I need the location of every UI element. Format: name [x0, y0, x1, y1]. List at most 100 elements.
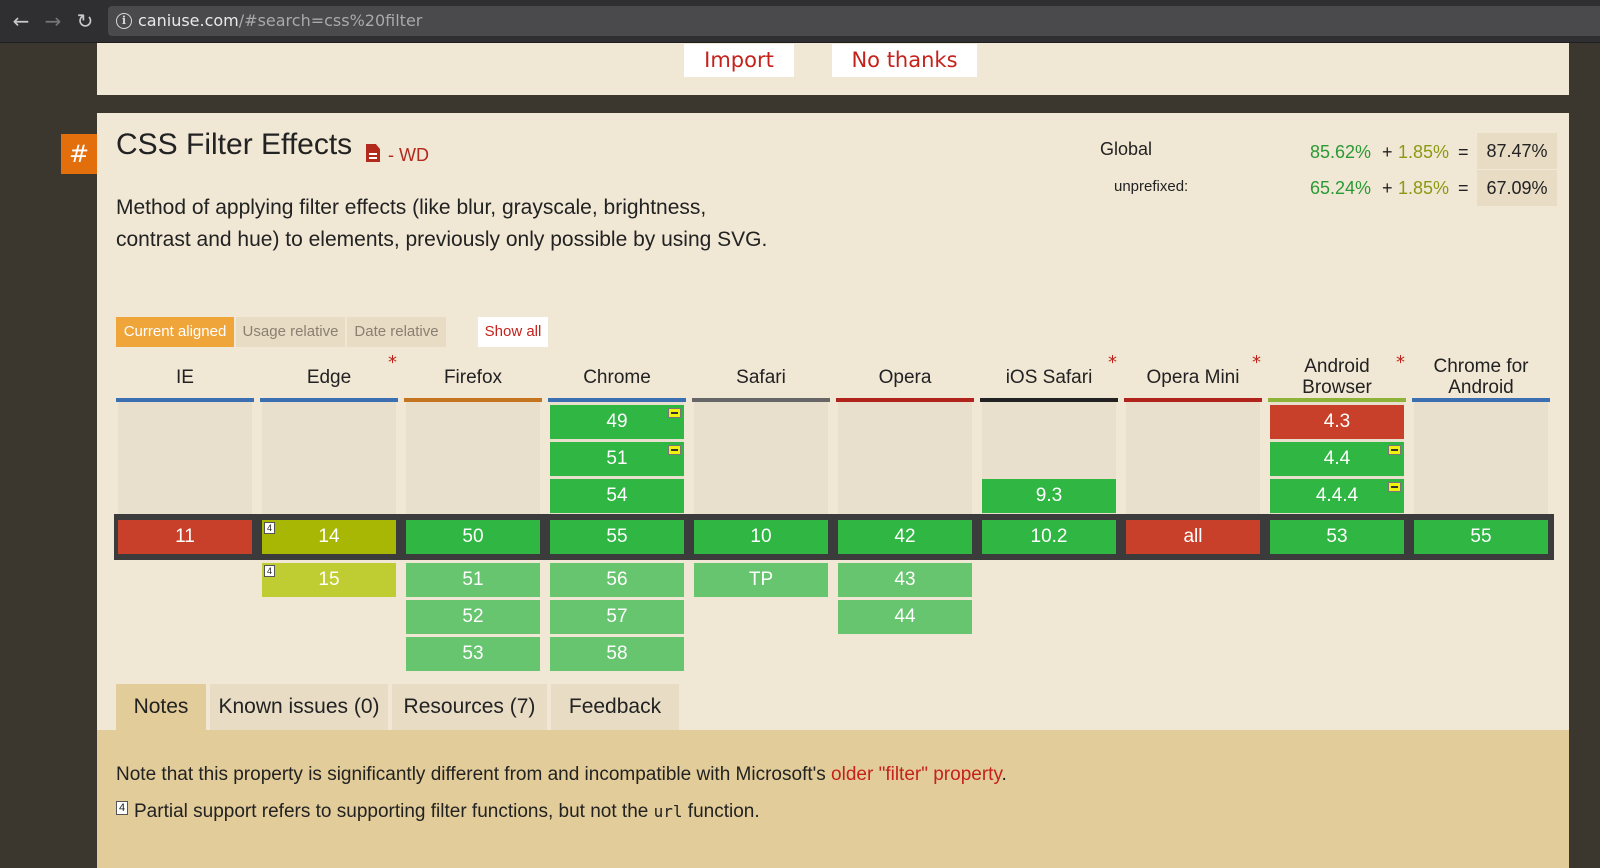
current-version-cell[interactable]: 55 [1414, 520, 1548, 554]
tab-feedback[interactable]: Feedback [551, 684, 679, 730]
current-version-cell[interactable]: 11 [118, 520, 252, 554]
current-version-cell[interactable]: 10 [694, 520, 828, 554]
browser-header-ios-safari[interactable]: iOS Safari [1005, 366, 1093, 388]
browser-header-chrome-android[interactable]: Chrome for Android [1433, 356, 1529, 398]
column-underline [692, 398, 830, 402]
import-button[interactable]: Import [684, 44, 794, 77]
past-versions-area [118, 402, 252, 514]
note-text-part: . [1001, 764, 1007, 785]
column-underline [1124, 398, 1262, 402]
current-version-cell[interactable]: 10.2 [982, 520, 1116, 554]
browser-header-opera-mini[interactable]: Opera Mini [1146, 366, 1240, 388]
version-label: 49 [606, 411, 628, 432]
partial-support-note: 4 Partial support refers to supporting fi… [116, 801, 760, 823]
note-marker: 4 [264, 522, 275, 534]
info-icon[interactable]: i [116, 13, 132, 29]
current-version-cell[interactable]: 14 4 [262, 520, 396, 554]
global-full-support: 85.62% [1310, 142, 1372, 162]
version-cell[interactable]: 4.4 [1270, 442, 1404, 476]
version-label: 4.4.4 [1315, 485, 1359, 506]
url-host: caniuse.com [138, 11, 239, 30]
no-thanks-button[interactable]: No thanks [832, 44, 977, 77]
version-label: 14 [318, 526, 340, 547]
browser-header-chrome[interactable]: Chrome [583, 366, 651, 388]
version-cell[interactable]: 49 [550, 405, 684, 439]
browser-toolbar: ← → ↻ i caniuse.com/#search=css%20filter [0, 0, 1600, 43]
back-arrow-icon[interactable]: ← [12, 9, 30, 33]
past-versions-area [1126, 402, 1260, 514]
unprefixed-total: 67.09% [1477, 170, 1557, 206]
future-version-cell[interactable]: 15 4 [262, 563, 396, 597]
feature-anchor-link[interactable]: # [61, 134, 97, 174]
browser-header-opera[interactable]: Opera [878, 366, 932, 388]
show-all-button[interactable]: Show all [478, 317, 548, 347]
older-filter-property-link[interactable]: older "filter" property [831, 764, 1002, 785]
global-label: Global [1100, 139, 1153, 159]
future-version-cell[interactable]: 56 [550, 563, 684, 597]
version-label: 51 [606, 448, 628, 469]
url-path: /#search=css%20filter [238, 11, 423, 30]
current-version-cell[interactable]: 42 [838, 520, 972, 554]
feature-description: Method of applying filter effects (like … [116, 196, 768, 251]
past-versions-area [1414, 402, 1548, 514]
reload-icon[interactable]: ↻ [76, 9, 94, 33]
spec-status[interactable]: - WD [388, 145, 429, 165]
column-underline [548, 398, 686, 402]
tab-known-issues[interactable]: Known issues (0) [210, 684, 388, 730]
url-text: caniuse.com/#search=css%20filter [138, 11, 422, 30]
future-version-cell[interactable]: 52 [406, 600, 540, 634]
future-version-cell[interactable]: 43 [838, 563, 972, 597]
future-version-cell[interactable]: 51 [406, 563, 540, 597]
prefix-flag-icon [668, 408, 681, 418]
column-underline [1412, 398, 1550, 402]
browser-header-firefox[interactable]: Firefox [443, 366, 503, 388]
import-banner: Import No thanks [97, 43, 1569, 95]
version-label: 4.4 [1323, 448, 1351, 469]
browser-header-android-browser[interactable]: Android Browser [1302, 356, 1372, 398]
equals-sign: = [1458, 178, 1469, 198]
version-cell[interactable]: 54 [550, 479, 684, 513]
browser-header-safari[interactable]: Safari [736, 366, 786, 388]
column-underline [116, 398, 254, 402]
column-underline [404, 398, 542, 402]
global-total: 87.47% [1477, 133, 1557, 169]
version-cell[interactable]: 9.3 [982, 479, 1116, 513]
unprefixed-label: unprefixed: [1114, 178, 1189, 195]
code-snippet: url [653, 802, 683, 821]
tab-notes[interactable]: Notes [116, 684, 206, 730]
note-marker: 4 [264, 565, 275, 577]
forward-arrow-icon[interactable]: → [44, 9, 62, 33]
browser-header-edge[interactable]: Edge [306, 366, 352, 388]
past-versions-area [406, 402, 540, 514]
prefix-flag-icon [668, 445, 681, 455]
current-version-cell[interactable]: all [1126, 520, 1260, 554]
unprefixed-full-support: 65.24% [1310, 178, 1372, 198]
browser-header-ie[interactable]: IE [176, 366, 194, 388]
edge-note-asterisk: * [388, 352, 397, 373]
current-version-cell[interactable]: 55 [550, 520, 684, 554]
opera-mini-note-asterisk: * [1252, 352, 1261, 373]
version-cell[interactable]: 4.4.4 [1270, 479, 1404, 513]
date-relative-toggle[interactable]: Date relative [347, 317, 446, 347]
note-text-part: function. [682, 801, 760, 822]
future-version-cell[interactable]: TP [694, 563, 828, 597]
past-versions-area [694, 402, 828, 514]
future-version-cell[interactable]: 57 [550, 600, 684, 634]
usage-relative-toggle[interactable]: Usage relative [236, 317, 345, 347]
tab-resources[interactable]: Resources (7) [392, 684, 547, 730]
future-version-cell[interactable]: 44 [838, 600, 972, 634]
plus-sign: + [1382, 142, 1393, 162]
address-bar[interactable]: i caniuse.com/#search=css%20filter [108, 6, 1600, 36]
version-cell[interactable]: 4.3 [1270, 405, 1404, 439]
document-icon[interactable] [366, 144, 380, 162]
future-version-cell[interactable]: 53 [406, 637, 540, 671]
future-version-cell[interactable]: 58 [550, 637, 684, 671]
column-underline [260, 398, 398, 402]
note-marker: 4 [116, 801, 128, 815]
version-cell[interactable]: 51 [550, 442, 684, 476]
current-version-cell[interactable]: 50 [406, 520, 540, 554]
plus-sign: + [1382, 178, 1393, 198]
current-version-cell[interactable]: 53 [1270, 520, 1404, 554]
current-aligned-toggle[interactable]: Current aligned [116, 317, 234, 347]
column-underline [1268, 398, 1406, 402]
